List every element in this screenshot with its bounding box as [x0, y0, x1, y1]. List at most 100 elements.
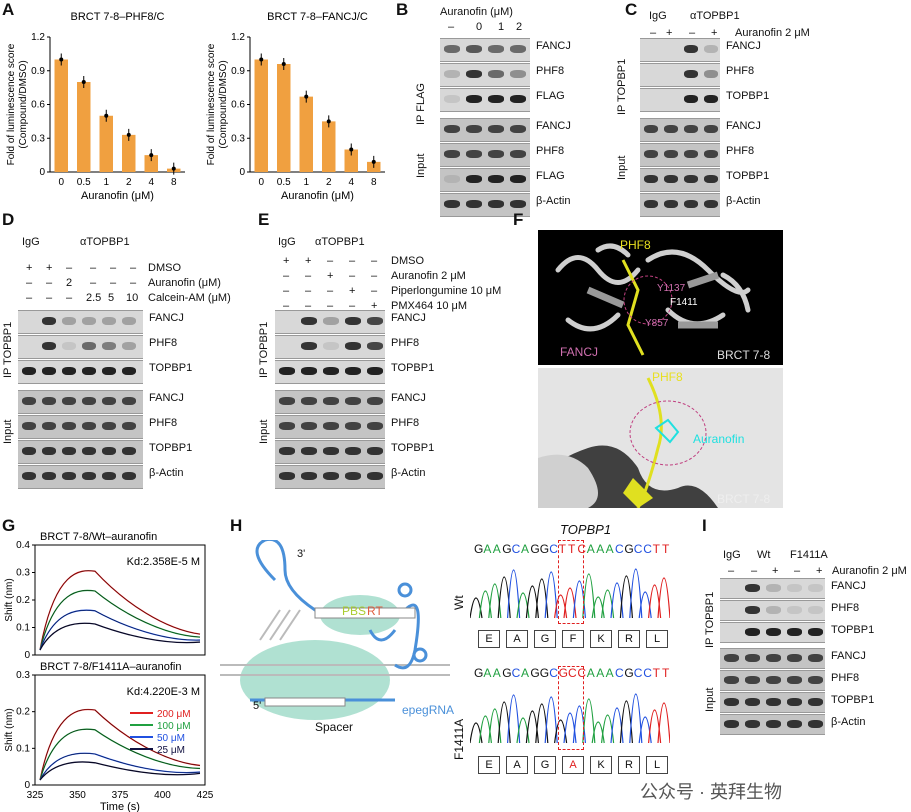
seq-base: C [511, 542, 521, 556]
seq-base: T [652, 666, 660, 680]
e-igg: IgG [278, 236, 296, 248]
blot-band [766, 627, 781, 636]
blot-band [466, 200, 482, 208]
b-side-ip: IP FLAG [415, 83, 427, 125]
blot-band [704, 125, 718, 133]
h-wt-label: Wt [452, 595, 466, 610]
blot-band [488, 200, 504, 208]
blot-band [22, 447, 36, 455]
aa-box: E [478, 630, 500, 648]
blot-band [664, 150, 678, 158]
aa-box: G [534, 756, 556, 774]
aa-box: A [562, 756, 584, 774]
blot-band [808, 653, 823, 662]
d-cond-2: Auranofin (μM) [148, 277, 221, 289]
a2-title: BRCT 7-8–FANCJ/C [267, 11, 368, 23]
i-side-ip: IP TOPBP1 [704, 591, 716, 648]
g2-title: BRCT 7-8/F1411A–auranofin [40, 661, 181, 673]
blot-band [808, 627, 823, 636]
a2-ytick: 0 [239, 167, 245, 178]
aa-box: A [506, 630, 528, 648]
blot-band [22, 367, 36, 375]
c-aur: Auranofin 2 μM [735, 27, 810, 39]
blot-row-label: PHF8 [391, 417, 420, 429]
blot-band [367, 472, 383, 480]
a2-ytick: 0.3 [231, 133, 245, 144]
blot-row-label: FLAG [536, 90, 565, 102]
blot-band [510, 125, 526, 133]
f-ribbon-structure [538, 230, 783, 365]
f-fancj-label: FANCJ [560, 345, 599, 359]
seq-base: T [662, 666, 670, 680]
blot-row [18, 335, 143, 359]
chrom-peak [657, 702, 670, 744]
blot-row [440, 63, 530, 87]
seq-base: C [568, 666, 577, 680]
seq-base: G [530, 542, 540, 556]
blot-band [122, 472, 136, 480]
blot-band [42, 422, 56, 430]
blot-row [720, 578, 825, 599]
g2-fit [39, 709, 201, 781]
blot-band [42, 447, 56, 455]
blot-row-label: FANCJ [726, 120, 761, 132]
c-side-ip: IP TOPBP1 [616, 58, 628, 115]
g1-fit [39, 622, 201, 651]
blot-band [22, 397, 36, 405]
i-wt: Wt [757, 549, 771, 561]
a2-xtick: 0.5 [277, 177, 291, 188]
a2-ytick: 1.2 [231, 32, 245, 43]
chrom-peak [638, 716, 652, 744]
blot-band [704, 95, 718, 103]
a2-bar [299, 96, 313, 172]
blot-row-label: FANCJ [536, 40, 571, 52]
a1-ylabel-2: (Compound/DMSO) [18, 60, 29, 148]
g2-fit [39, 761, 201, 781]
blot-band [766, 583, 781, 592]
blot-band [684, 175, 698, 183]
blot-row-label: PHF8 [149, 417, 178, 429]
blot-band [766, 719, 781, 728]
blot-row-label: β-Actin [149, 467, 184, 479]
aa-box: E [478, 756, 500, 774]
seq-base: T [652, 542, 660, 556]
h-rt: RT [367, 604, 383, 618]
blot-row-label: FANCJ [149, 392, 184, 404]
blot-band [466, 125, 482, 133]
seq-base: A [596, 666, 605, 680]
chrom-peak [591, 596, 605, 619]
seq-base: A [605, 666, 614, 680]
seq-base: A [586, 666, 595, 680]
blot-row-label: TOPBP1 [726, 170, 770, 182]
a2-bar [277, 64, 291, 172]
blot-band [745, 675, 760, 684]
blot-row [18, 310, 143, 334]
g2-ytick: 0.1 [16, 743, 30, 754]
blot-band [745, 719, 760, 728]
blot-band [766, 653, 781, 662]
blot-band [444, 45, 460, 53]
blot-band [787, 605, 802, 614]
blot-row [275, 335, 385, 359]
blot-band [301, 317, 317, 325]
blot-band [644, 200, 658, 208]
seq-base: C [643, 666, 652, 680]
g1-ytick: 0.2 [16, 595, 30, 606]
chrom-peak [470, 722, 483, 744]
blot-band [704, 45, 718, 53]
chrom-peak [629, 693, 643, 744]
seq-base: T [558, 542, 566, 556]
blot-row-label: PHF8 [149, 337, 178, 349]
a1-bar [144, 155, 158, 172]
g2-xtick: 375 [112, 790, 129, 801]
blot-band [644, 150, 658, 158]
a1-xtick: 8 [171, 177, 177, 188]
blot-band [704, 200, 718, 208]
blot-row-label: PHF8 [726, 145, 755, 157]
blot-row-label: TOPBP1 [831, 624, 875, 636]
blot-band [102, 447, 116, 455]
blot-band [345, 397, 361, 405]
a1-dot [126, 132, 131, 137]
c-ab: αTOPBP1 [690, 10, 740, 22]
seq-base: C [577, 542, 587, 556]
